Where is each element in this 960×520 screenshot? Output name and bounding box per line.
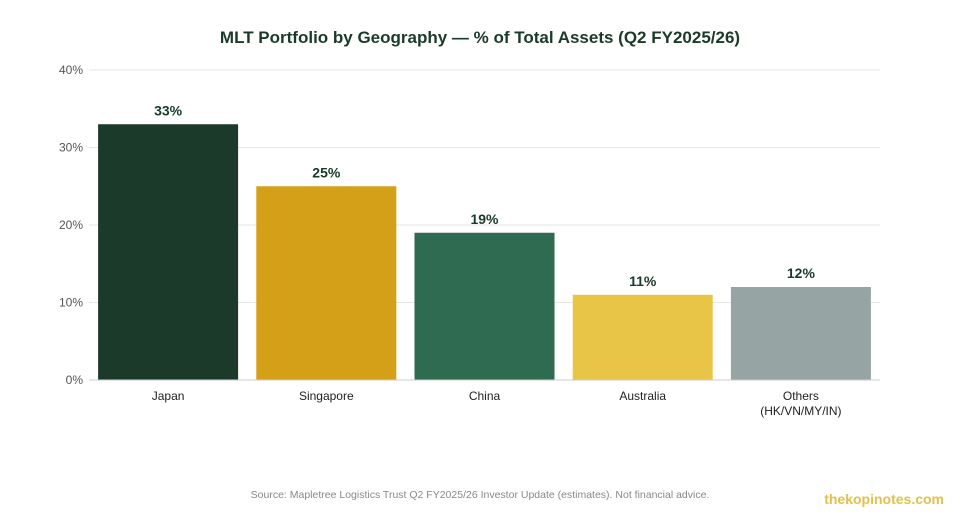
data-label: 19% [470, 211, 499, 227]
x-category-label: Australia [619, 389, 666, 403]
y-tick-label: 40% [59, 63, 83, 77]
bars [98, 124, 871, 380]
bar [98, 124, 239, 380]
data-label: 33% [154, 102, 183, 118]
y-tick-label: 20% [59, 218, 83, 232]
x-axis-categories: Japan Singapore China Australia Others (HK/VN… [152, 389, 842, 418]
x-category-label: China [469, 389, 501, 403]
y-tick-label: 30% [59, 141, 83, 155]
bar [572, 294, 713, 380]
data-label: 25% [312, 164, 341, 180]
bar [256, 186, 397, 380]
bar [730, 287, 871, 380]
data-label: 11% [629, 273, 657, 289]
data-label: 12% [787, 265, 816, 281]
bar [414, 232, 555, 380]
y-tick-label: 10% [59, 296, 83, 310]
source-note: Source: Mapletree Logistics Trust Q2 FY2… [250, 489, 710, 501]
x-category-label: Singapore [299, 389, 354, 403]
y-axis-ticks: 0% 10% 20% 30% 40% [59, 63, 83, 387]
bar-chart: MLT Portfolio by Geography — % of Total … [59, 28, 880, 418]
x-category-label: Japan [152, 389, 185, 403]
chart-title: MLT Portfolio by Geography — % of Total … [220, 28, 740, 47]
x-category-label: Others (HK/VN/MY/IN) [760, 389, 841, 418]
brand-watermark: thekopinotes.com [824, 491, 944, 507]
data-labels: 33% 25% 19% 11% 12% [154, 102, 815, 289]
y-tick-label: 0% [66, 373, 84, 387]
